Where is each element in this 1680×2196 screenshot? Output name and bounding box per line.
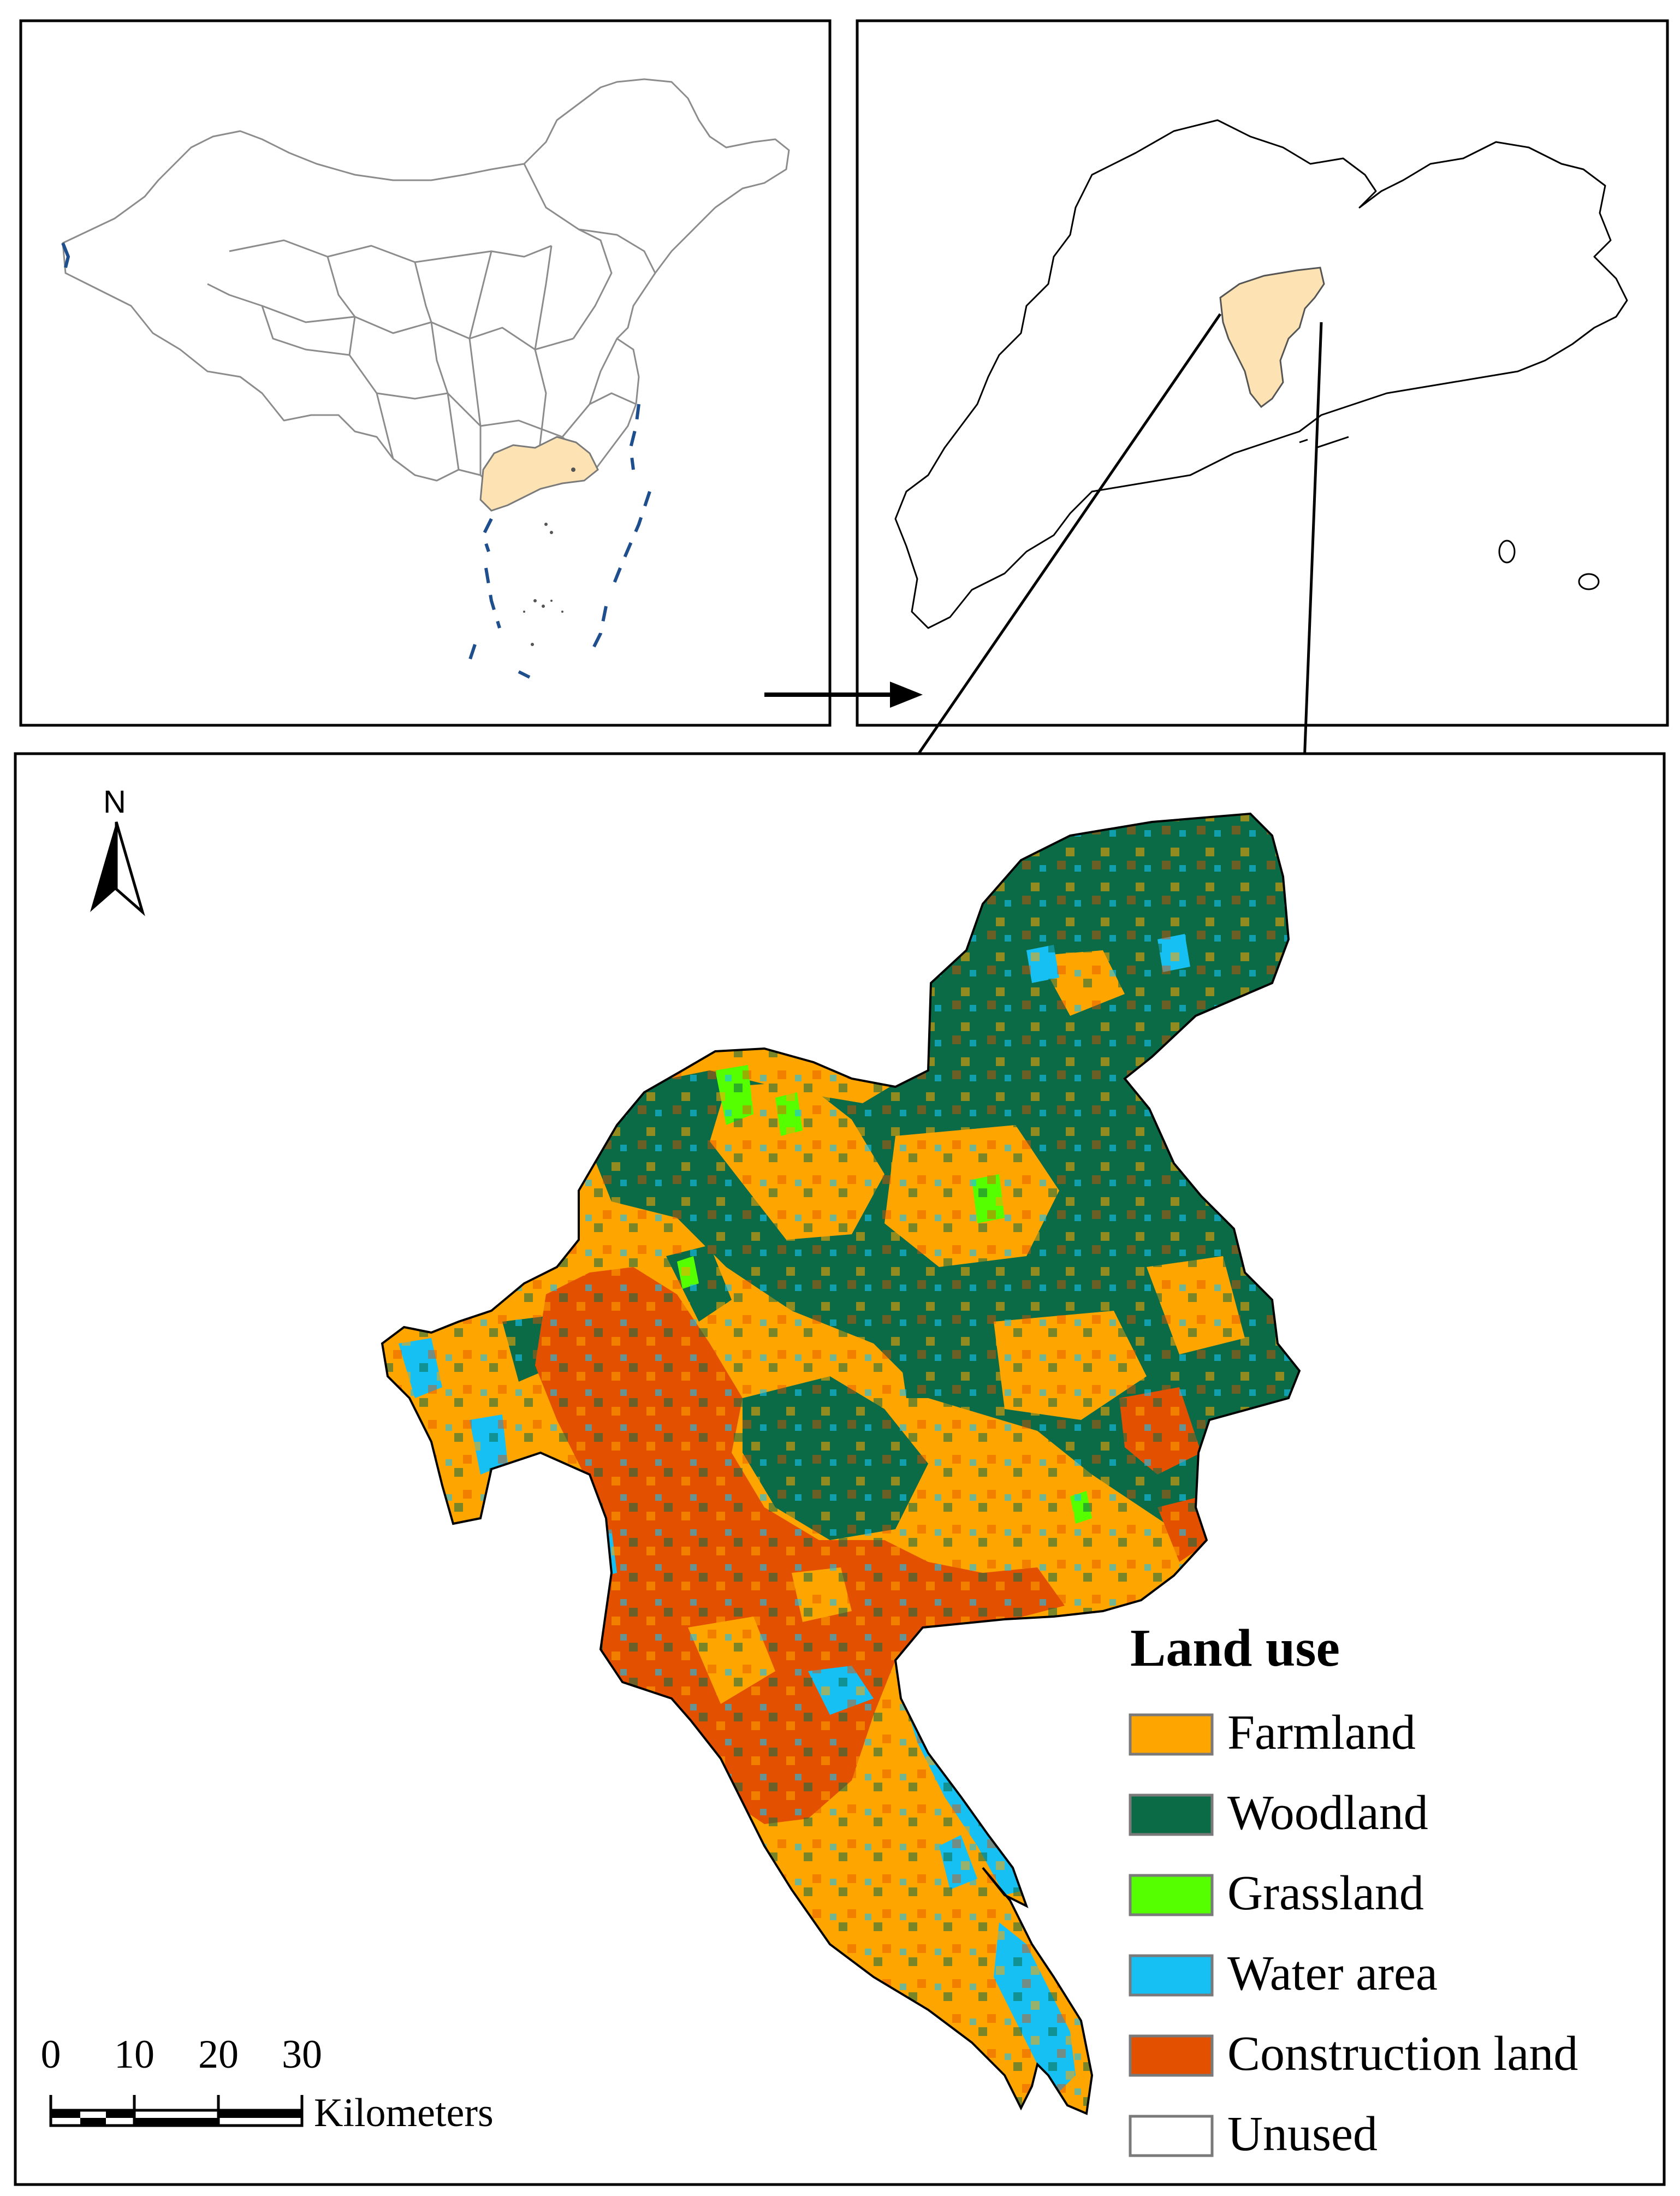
guangdong-islands xyxy=(1299,436,1600,590)
guangzhou-highlight xyxy=(1219,267,1325,409)
north-arrow: N xyxy=(90,784,145,916)
legend-swatch-unused xyxy=(1129,2115,1214,2157)
legend-label-woodland: Woodland xyxy=(1227,1786,1428,1840)
china-panel-frame xyxy=(19,19,832,727)
scale-bar: 0 10 20 30 Kilometers xyxy=(41,2032,494,2135)
scale-tick-30: 30 xyxy=(282,2032,322,2077)
legend-label-farmland: Farmland xyxy=(1227,1706,1416,1760)
scale-tick-10: 10 xyxy=(114,2032,155,2077)
legend-label-grassland: Grassland xyxy=(1227,1866,1424,1920)
south-china-sea-boundary xyxy=(468,404,651,679)
panel-arrow xyxy=(764,682,923,708)
land-use-legend: Land use Farmland Woodland Grassland Water … xyxy=(1129,1619,1578,2161)
north-arrow-icon xyxy=(90,822,116,912)
legend-swatch-woodland xyxy=(1129,1794,1214,1836)
legend-swatch-construction-land xyxy=(1129,2034,1214,2077)
scale-tick-20: 20 xyxy=(198,2032,239,2077)
legend-swatch-grassland xyxy=(1129,1874,1214,1916)
scale-tick-0: 0 xyxy=(41,2032,61,2077)
legend-label-unused: Unused xyxy=(1227,2107,1378,2161)
legend-swatch-farmland xyxy=(1129,1713,1214,1756)
guangdong-province-china xyxy=(479,436,599,512)
legend-label-construction-land: Construction land xyxy=(1227,2027,1578,2081)
legend-swatch-water-area xyxy=(1129,1954,1214,1997)
island-dots xyxy=(523,467,575,646)
china-outline-map xyxy=(62,78,790,493)
legend-title: Land use xyxy=(1130,1619,1340,1678)
west-border-mark xyxy=(61,242,70,268)
legend-label-water-area: Water area xyxy=(1227,1946,1438,2000)
north-label: N xyxy=(103,784,126,820)
scale-unit-label: Kilometers xyxy=(314,2091,494,2135)
legend-items: Farmland Woodland Grassland Water area Const… xyxy=(1129,1706,1578,2161)
